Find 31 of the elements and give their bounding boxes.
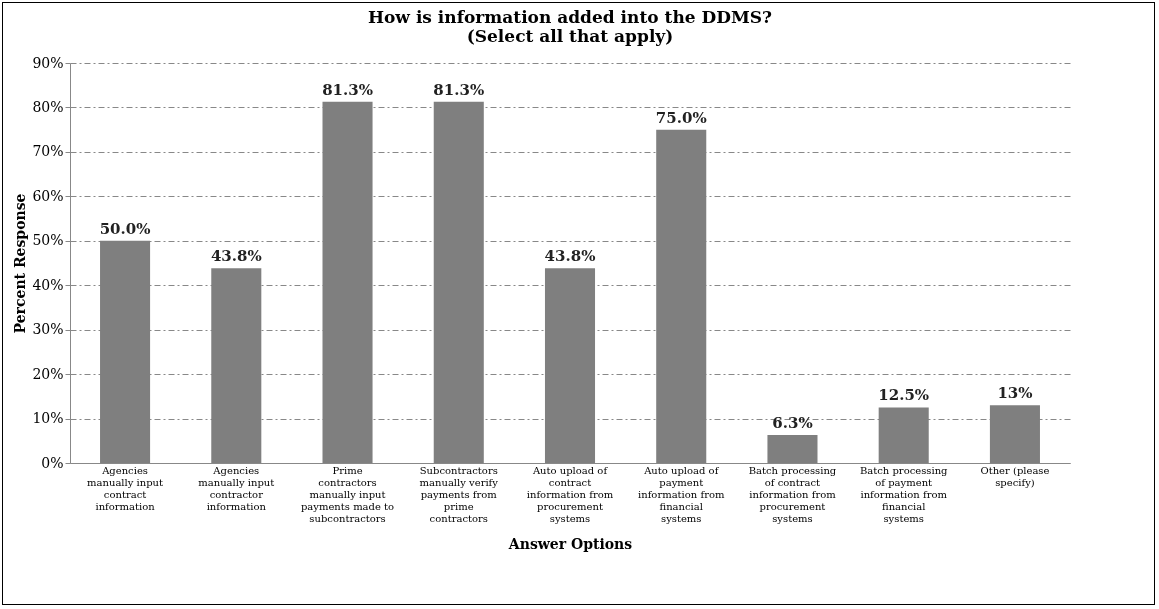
x-tick-label: Agencies manually input contractor information	[198, 464, 275, 512]
data-label: 81.3%	[322, 80, 373, 99]
x-tick-label: Prime contractors manually input payments made to subcontractors	[300, 464, 395, 524]
data-label: 81.3%	[433, 80, 485, 99]
data-label: 75.0%	[655, 108, 707, 127]
y-tick-label: 10%	[32, 410, 64, 427]
data-label: 50.0%	[99, 219, 151, 238]
x-tick-label: Other (please specify)	[980, 464, 1050, 488]
y-tick-label: 60%	[32, 187, 64, 204]
y-tick-label: 30%	[32, 321, 64, 338]
x-tick-label: Batch processing of contract information from procurement systems	[748, 464, 837, 524]
y-tick-label: 90%	[32, 54, 64, 71]
data-label: 43.8%	[544, 247, 596, 266]
x-tick-label: Subcontractors manually verify payments from prime contractors	[419, 464, 499, 524]
y-tick-label: 50%	[32, 232, 64, 249]
data-label: 12.5%	[878, 386, 930, 405]
y-tick-label: 20%	[32, 365, 64, 382]
y-tick-label: 70%	[32, 143, 64, 160]
data-label: 13%	[997, 384, 1033, 403]
y-axis-title: Percent Response	[12, 193, 29, 334]
y-tick-label: 0%	[41, 454, 64, 471]
x-tick-label: Auto upload of payment information from financial systems	[638, 464, 725, 524]
x-tick-label: Auto upload of contract information from procurement systems	[526, 464, 614, 524]
x-axis-title: Answer Options	[507, 535, 633, 552]
data-label: 6.3%	[772, 414, 813, 432]
data-label: 43.8%	[210, 247, 262, 266]
x-tick-label: Batch processing of payment information from financial systems	[859, 464, 949, 524]
x-tick-label: Agencies manually input contract information	[87, 464, 164, 512]
y-tick-label: 80%	[32, 98, 64, 115]
y-tick-label: 40%	[32, 276, 64, 293]
chart-title: How is information added into the DDMS? (Select all that apply)	[367, 7, 773, 46]
